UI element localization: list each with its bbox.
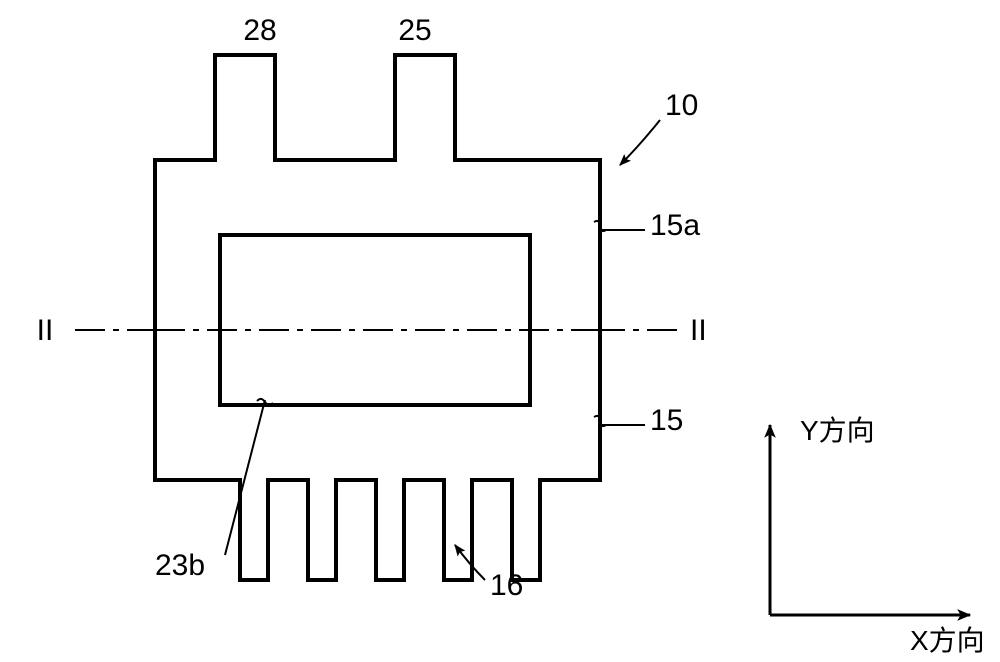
label-15: 15 [650,404,683,437]
label-10: 10 [665,89,698,122]
axis-y-label: Y方向 [800,415,875,446]
section-label-left: II [37,314,54,347]
bottom-pin-1 [308,480,336,580]
label-23b: 23b [155,549,205,582]
label-16: 16 [490,569,523,602]
label-25: 25 [398,14,431,47]
bottom-pin-4 [512,480,540,580]
axis-x-label: X方向 [910,625,985,656]
diagram-canvas: II II 28 25 10 15a 15 23b 16 X方向 Y方向 [0,0,1000,662]
label-15a: 15a [650,209,700,242]
bottom-pin-3 [444,480,472,580]
section-label-right: II [690,314,707,347]
bottom-pin-2 [376,480,404,580]
bottom-pin-0 [240,480,268,580]
top-tab-0 [215,55,275,160]
label-28: 28 [243,14,276,47]
leader-10 [620,120,660,165]
top-tab-1 [395,55,455,160]
